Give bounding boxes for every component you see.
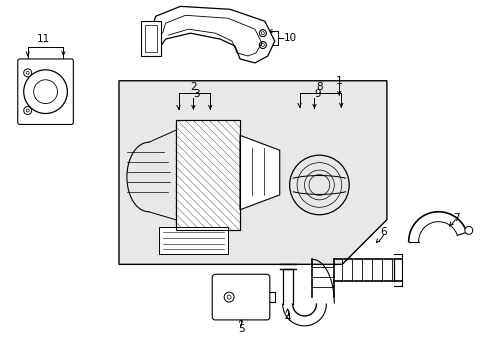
FancyBboxPatch shape (18, 59, 73, 125)
Text: 1: 1 (335, 76, 342, 86)
Circle shape (464, 226, 472, 234)
Polygon shape (150, 6, 274, 63)
Text: 6: 6 (380, 226, 386, 237)
Text: 9: 9 (313, 89, 320, 99)
Polygon shape (240, 135, 279, 210)
Bar (141, 21, 161, 56)
FancyBboxPatch shape (212, 274, 269, 320)
Bar (175, 121, 240, 230)
Bar (144, 25, 156, 52)
Text: 2: 2 (190, 82, 196, 92)
Text: 4: 4 (284, 313, 290, 323)
Text: 8: 8 (315, 82, 322, 92)
Text: 7: 7 (452, 213, 459, 223)
Text: 11: 11 (37, 34, 50, 44)
Polygon shape (119, 81, 386, 264)
Text: 3: 3 (193, 89, 199, 99)
Bar (158, 227, 228, 255)
Text: 10: 10 (284, 33, 297, 43)
Text: 5: 5 (237, 324, 244, 334)
Bar (175, 121, 240, 230)
